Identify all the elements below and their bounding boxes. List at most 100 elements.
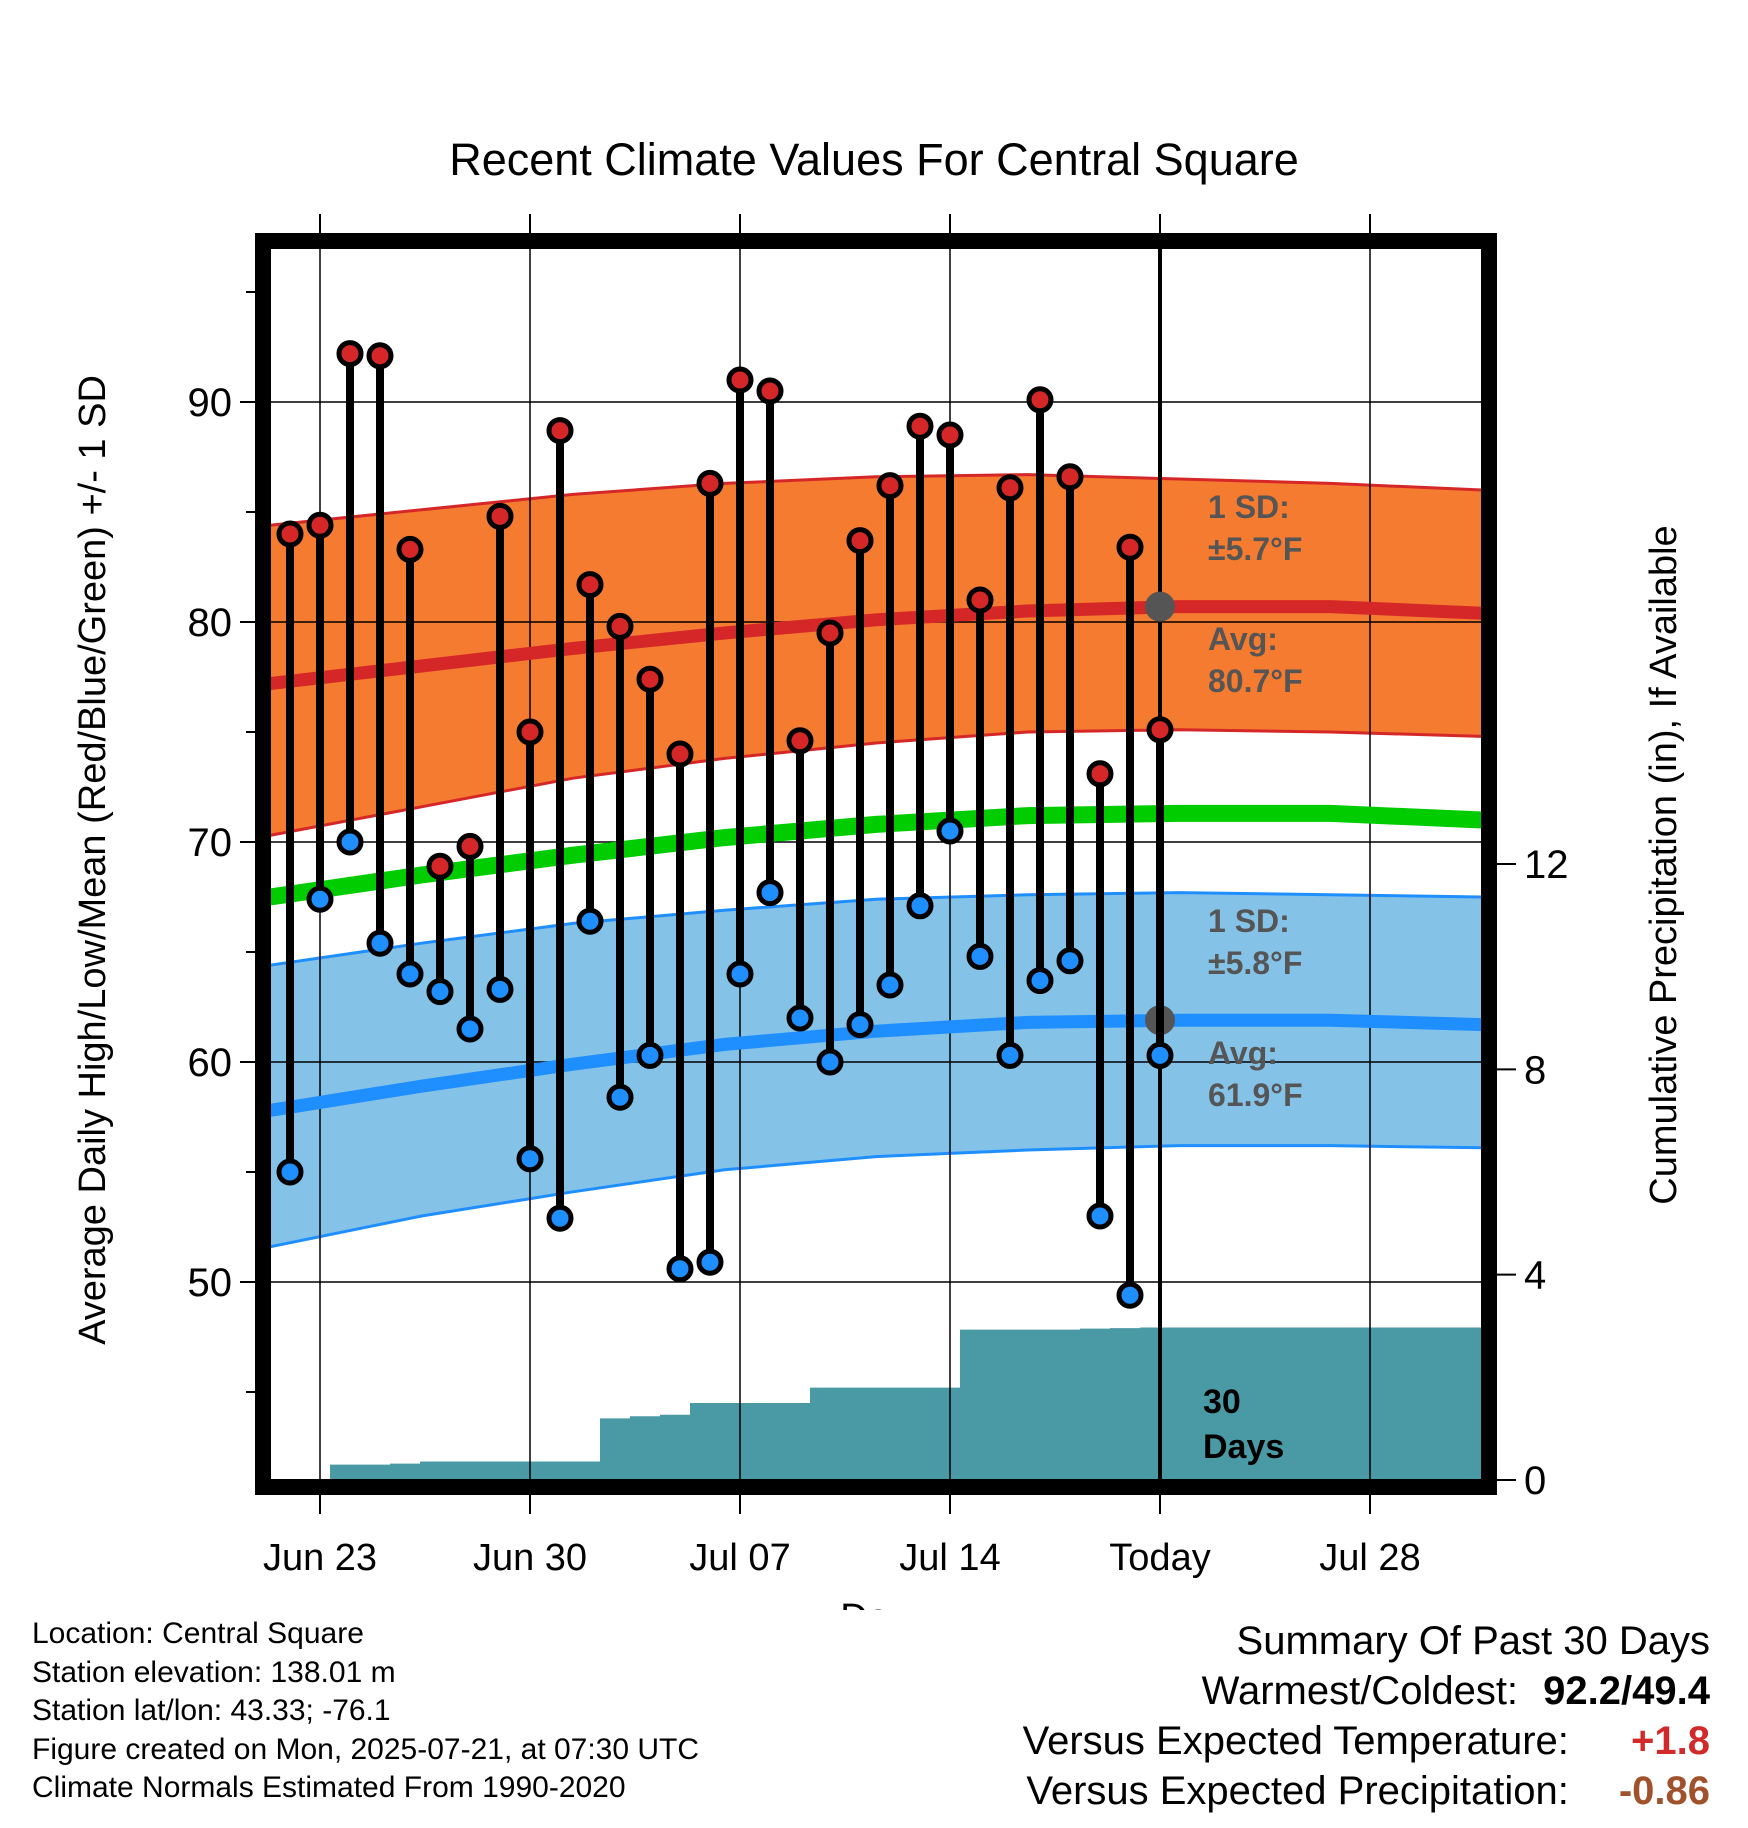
daily-high-point	[366, 342, 394, 370]
daily-high-point	[336, 340, 364, 368]
daily-low-point	[1026, 967, 1054, 995]
daily-stems	[276, 340, 1174, 1309]
low-sd-band	[270, 892, 1482, 1247]
y2-tick-label: 0	[1524, 1459, 1546, 1503]
summary-temp-row: Versus Expected Temperature: +1.8	[1023, 1716, 1710, 1766]
created-text: Figure created on Mon, 2025-07-21, at 07…	[32, 1732, 700, 1766]
high-sd-value: ±5.7°F	[1208, 531, 1302, 567]
x-tick-label: Today	[1109, 1537, 1210, 1579]
daily-high-point	[1026, 386, 1054, 414]
normals-text: Climate Normals Estimated From 1990-2020	[32, 1771, 626, 1804]
daily-high-point	[936, 421, 964, 449]
daily-high-point	[606, 612, 634, 640]
daily-high-point	[756, 377, 784, 405]
cumulative-precip-area	[270, 1327, 1482, 1480]
temp-label: Versus Expected Temperature:	[1022, 1719, 1569, 1763]
daily-low-point	[396, 960, 424, 988]
x-tick-label: Jun 23	[263, 1537, 377, 1579]
daily-low-point	[366, 929, 394, 957]
daily-high-point	[1116, 533, 1144, 561]
y-axis-label: Average Daily High/Low/Mean (Red/Blue/Gr…	[72, 375, 114, 1345]
daily-high-point	[576, 571, 604, 599]
high-band-lower-edge	[269, 728, 1483, 837]
x-tick-label: Jul 28	[1319, 1537, 1420, 1579]
daily-low-point	[516, 1145, 544, 1173]
x-axis-label: Day	[840, 1597, 908, 1610]
plot-frame	[255, 233, 1497, 1495]
period-label-days: Days	[1203, 1428, 1284, 1466]
daily-high-point	[546, 417, 574, 445]
low-avg-label: Avg:	[1208, 1035, 1278, 1071]
normal-mean-line	[268, 804, 1483, 906]
high-avg-label: Avg:	[1208, 621, 1278, 657]
daily-low-point	[726, 960, 754, 988]
daily-high-point	[1086, 760, 1114, 788]
daily-low-point	[1116, 1281, 1144, 1309]
daily-low-point	[636, 1041, 664, 1069]
low-sd-value: ±5.8°F	[1208, 945, 1302, 981]
daily-low-point	[546, 1204, 574, 1232]
x-tick-label: Jul 07	[689, 1537, 790, 1579]
daily-high-point	[276, 520, 304, 548]
daily-high-point	[516, 718, 544, 746]
low-avg-value: 61.9°F	[1208, 1077, 1303, 1113]
daily-high-point	[906, 412, 934, 440]
high-sd-label: 1 SD:	[1208, 489, 1290, 525]
daily-low-point	[576, 907, 604, 935]
daily-low-point	[426, 978, 454, 1006]
warmest-value: 92.2/49.4	[1543, 1669, 1710, 1713]
daily-low-point	[1146, 1041, 1174, 1069]
daily-high-point	[786, 727, 814, 755]
daily-low-point	[486, 975, 514, 1003]
normal-bands	[269, 473, 1483, 1249]
daily-high-point	[306, 511, 334, 539]
daily-high-point	[486, 502, 514, 530]
station-info: Location: Central Square Station elevati…	[32, 1615, 699, 1808]
location-text: Location: Central Square	[32, 1617, 364, 1650]
daily-low-point	[846, 1011, 874, 1039]
daily-low-point	[696, 1248, 724, 1276]
daily-high-point	[876, 472, 904, 500]
daily-high-point	[996, 474, 1024, 502]
y2-tick-label: 4	[1524, 1254, 1546, 1298]
daily-low-point	[1056, 947, 1084, 975]
precip-layer	[270, 1327, 1482, 1480]
y-tick-label: 80	[188, 601, 233, 645]
normal-low-line	[268, 1013, 1483, 1117]
axis-labels: 50 60 70 80 90 0 4 8 12 Jun 23 Jun 30 Jul 07 Jul 14 T…	[188, 214, 1569, 1579]
today-high-normal-marker	[1145, 591, 1175, 622]
y-tick-label: 50	[188, 1261, 233, 1305]
y-tick-label: 90	[188, 381, 233, 425]
daily-low-point	[876, 971, 904, 999]
y-tick-label: 60	[188, 1041, 233, 1085]
daily-high-point	[666, 740, 694, 768]
daily-low-point	[276, 1158, 304, 1186]
daily-low-point	[336, 828, 364, 856]
high-avg-value: 80.7°F	[1208, 663, 1303, 699]
high-band-upper-edge	[269, 473, 1483, 527]
y-tick-label: 70	[188, 821, 233, 865]
period-label-number: 30	[1203, 1383, 1241, 1421]
y2-axis-label: Cumulative Precipitation (in), If Availa…	[1643, 525, 1685, 1204]
daily-high-point	[726, 366, 754, 394]
summary-warmest-row: Warmest/Coldest: 92.2/49.4	[1023, 1666, 1710, 1716]
low-band-lower-edge	[269, 1144, 1483, 1249]
daily-low-point	[936, 817, 964, 845]
daily-high-point	[426, 852, 454, 880]
daily-low-point	[756, 879, 784, 907]
latlon-text: Station lat/lon: 43.33; -76.1	[32, 1694, 391, 1727]
daily-high-point	[396, 535, 424, 563]
daily-low-point	[606, 1083, 634, 1111]
daily-high-point	[696, 469, 724, 497]
high-sd-band	[270, 474, 1482, 836]
temp-value: +1.8	[1631, 1719, 1710, 1763]
warmest-label: Warmest/Coldest:	[1201, 1669, 1519, 1713]
y2-tick-label: 8	[1524, 1048, 1546, 1092]
daily-high-point	[816, 619, 844, 647]
daily-low-point	[816, 1048, 844, 1076]
daily-low-point	[456, 1015, 484, 1043]
precip-label: Versus Expected Precipitation:	[1026, 1769, 1569, 1813]
climate-chart: 50 60 70 80 90 0 4 8 12 Jun 23 Jun 30 Jul 07 Jul 14 T…	[72, 134, 1685, 1610]
daily-low-point	[906, 892, 934, 920]
daily-low-point	[786, 1004, 814, 1032]
